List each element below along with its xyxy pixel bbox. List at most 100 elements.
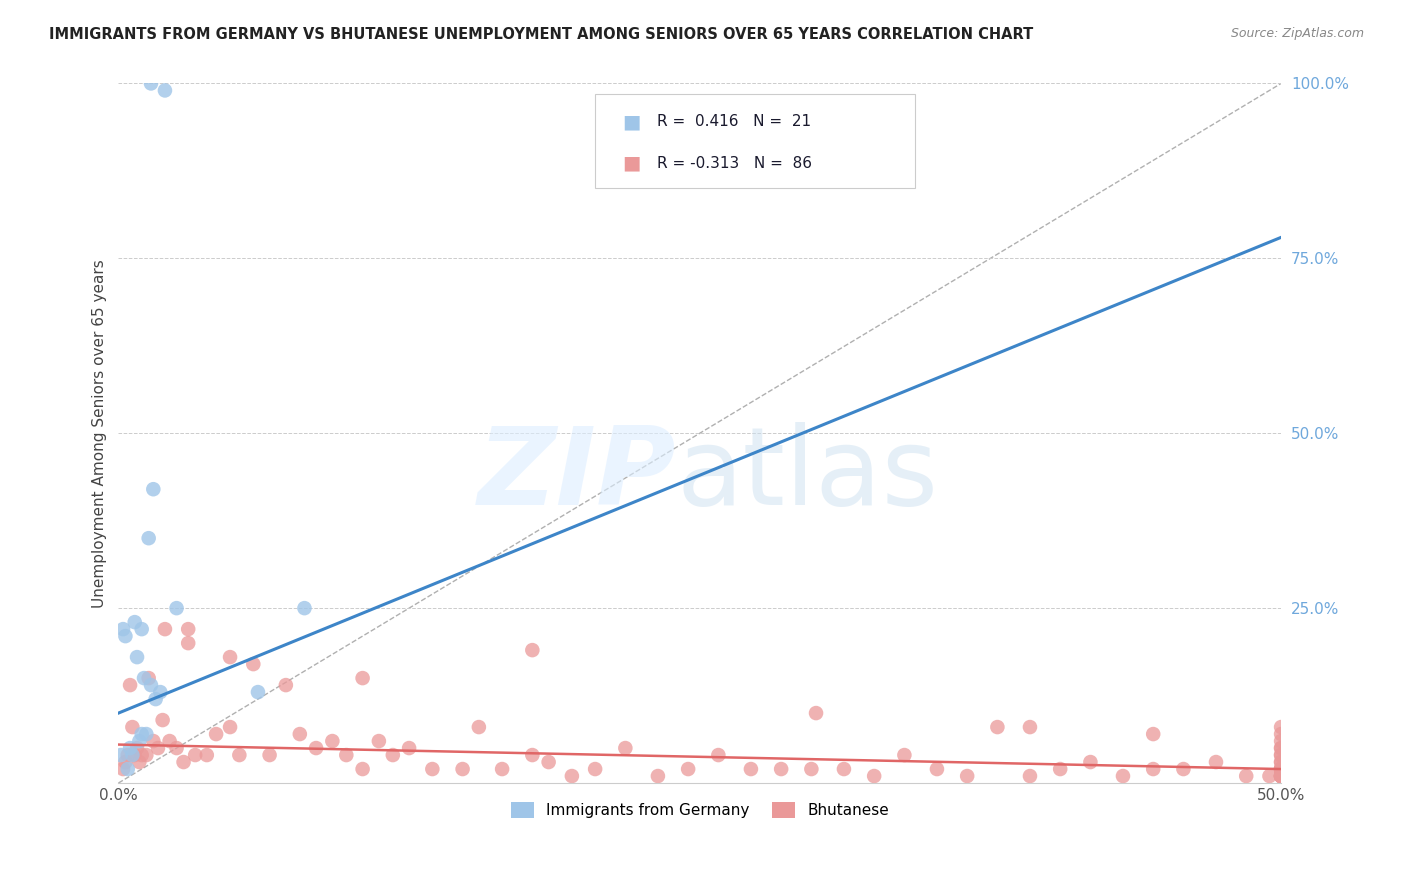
Point [288,727,311,741]
Point [173,755,195,769]
Point [1112,769,1135,783]
Text: ZIP: ZIP [478,422,676,528]
Point [522,747,544,762]
Point [1270,755,1292,769]
Point [114,755,136,769]
Point [583,762,606,776]
Point [117,762,139,776]
Point [1270,747,1292,762]
Point [1142,727,1164,741]
Point [1019,720,1042,734]
Point [537,755,560,769]
Point [925,762,948,776]
Point [205,727,228,741]
Point [112,622,135,636]
Point [1080,755,1102,769]
Point [128,755,150,769]
Point [352,671,374,685]
Point [614,741,637,756]
Point [152,713,174,727]
Point [1270,762,1292,776]
Point [120,741,142,756]
Point [124,615,146,629]
Point [1270,769,1292,783]
Point [1173,762,1195,776]
Point [740,762,762,776]
Point [110,747,132,762]
Point [131,747,153,762]
Point [139,678,162,692]
Point [142,482,165,496]
Point [956,769,979,783]
Point [1205,755,1227,769]
Point [1270,762,1292,776]
Text: atlas: atlas [676,422,939,528]
Point [128,734,150,748]
Text: R =  0.416   N =  21: R = 0.416 N = 21 [657,114,811,129]
Text: Source: ZipAtlas.com: Source: ZipAtlas.com [1230,27,1364,40]
Point [117,747,139,762]
Point [177,636,200,650]
Point [112,762,135,776]
Text: ■: ■ [621,112,640,131]
Point [1270,762,1292,776]
Point [321,734,343,748]
Point [451,762,474,776]
Point [242,657,264,672]
Point [491,762,513,776]
Point [259,747,281,762]
Point [1270,769,1292,783]
Point [166,741,188,756]
Point [219,720,242,734]
Point [138,671,160,685]
Point [1270,720,1292,734]
Point [146,741,169,756]
Point [153,622,176,636]
Point [1270,727,1292,741]
Point [893,747,915,762]
Point [422,762,444,776]
Point [522,643,544,657]
Point [125,741,148,756]
Point [139,77,162,91]
Point [159,734,181,748]
Point [1270,762,1292,776]
Point [1270,769,1292,783]
Point [120,678,142,692]
Point [135,747,157,762]
Text: R = -0.313   N =  86: R = -0.313 N = 86 [657,155,811,170]
Point [367,734,389,748]
Point [305,741,328,756]
Point [1270,769,1292,783]
Point [1270,741,1292,756]
Point [381,747,404,762]
Point [1270,755,1292,769]
Point [153,83,176,97]
Text: IMMIGRANTS FROM GERMANY VS BHUTANESE UNEMPLOYMENT AMONG SENIORS OVER 65 YEARS CO: IMMIGRANTS FROM GERMANY VS BHUTANESE UNE… [49,27,1033,42]
Point [986,720,1008,734]
Point [1270,769,1292,783]
Point [468,720,491,734]
Point [1142,762,1164,776]
Point [131,727,153,741]
Point [1270,734,1292,748]
Point [352,762,374,776]
Point [114,629,136,643]
Point [177,622,200,636]
Point [335,747,357,762]
Point [398,741,420,756]
Point [1270,769,1292,783]
Point [219,650,242,665]
Point [676,762,699,776]
Point [1270,769,1292,783]
Point [166,601,188,615]
Y-axis label: Unemployment Among Seniors over 65 years: Unemployment Among Seniors over 65 years [93,259,107,607]
Point [125,650,148,665]
Point [124,747,146,762]
Point [863,769,886,783]
Point [1270,762,1292,776]
Point [184,747,207,762]
Point [1270,747,1292,762]
Point [131,622,153,636]
Point [121,747,143,762]
